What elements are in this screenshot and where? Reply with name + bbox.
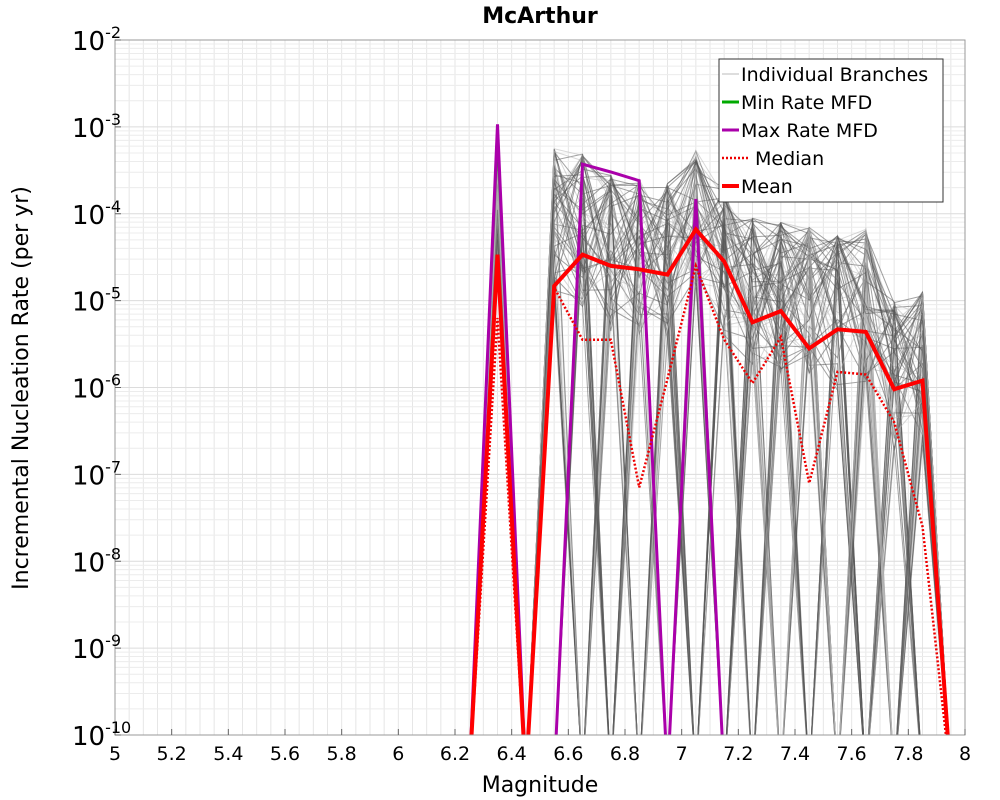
y-tick-label: 10-7 [72,457,121,491]
y-tick-exponent: -2 [105,23,121,42]
y-tick-label: 10-9 [72,631,121,665]
x-tick-label: 8 [959,743,971,765]
y-tick-exponent: -6 [105,371,121,390]
branch-line [555,184,949,735]
x-tick-label: 5.8 [327,743,357,765]
y-tick-base: 10 [72,114,105,144]
x-tick-label: 5.2 [157,743,187,765]
legend: Individual Branches Min Rate MFD Max Rate … [718,58,944,203]
y-tick-base: 10 [72,548,105,578]
x-tick-label: 7 [676,743,688,765]
legend-label: Min Rate MFD [741,92,872,114]
y-tick-label: 10-3 [72,110,121,144]
legend-label: Median [755,148,824,170]
x-axis-ticks: 5 5.2 5.4 5.6 5.8 6 6.2 6.4 6.6 6.8 7 7.2 7.4 7.6 7.8 8 [109,729,971,765]
series-mean-line [469,226,950,735]
branch-line [555,174,949,735]
y-tick-base: 10 [72,722,105,752]
legend-box [718,58,944,203]
y-tick-label: 10-8 [72,544,121,578]
y-tick-base: 10 [72,635,105,665]
y-tick-exponent: -3 [105,110,121,129]
y-tick-label: 10-5 [72,284,121,318]
y-tick-label: 10-10 [72,718,131,752]
legend-label: Max Rate MFD [741,120,878,142]
x-tick-label: 7.4 [780,743,810,765]
x-tick-label: 6.2 [440,743,470,765]
y-tick-base: 10 [72,201,105,231]
legend-label: Mean [741,176,793,198]
y-tick-base: 10 [72,288,105,318]
x-tick-label: 6 [392,743,404,765]
x-tick-label: 7.2 [723,743,753,765]
y-tick-exponent: -5 [105,284,121,303]
x-tick-label: 5.6 [270,743,300,765]
x-tick-label: 7.6 [837,743,867,765]
y-tick-exponent: -10 [105,718,131,737]
chart-title: McArthur [482,4,598,29]
y-tick-base: 10 [72,27,105,57]
y-tick-exponent: -8 [105,544,121,563]
branch-line [470,151,949,735]
x-tick-label: 6.8 [610,743,640,765]
y-tick-label: 10-2 [72,23,121,57]
x-tick-label: 6.6 [553,743,583,765]
y-axis-label: Incremental Nucleation Rate (per yr) [9,186,34,590]
x-axis-label: Magnitude [482,773,599,798]
y-tick-exponent: -9 [105,631,121,650]
x-tick-label: 5.4 [213,743,243,765]
branch-line [470,213,949,735]
x-tick-label: 5 [109,743,121,765]
y-tick-exponent: -7 [105,457,121,476]
series-max-rate-line [469,124,724,735]
y-tick-exponent: -4 [105,197,121,216]
y-tick-base: 10 [72,461,105,491]
branch-line [471,192,949,735]
y-tick-base: 10 [72,375,105,405]
x-tick-label: 6.4 [497,743,527,765]
legend-label: Individual Branches [741,64,928,86]
y-tick-label: 10-6 [72,371,121,405]
y-tick-label: 10-4 [72,197,121,231]
series-lines [469,124,950,735]
x-tick-label: 7.8 [893,743,923,765]
